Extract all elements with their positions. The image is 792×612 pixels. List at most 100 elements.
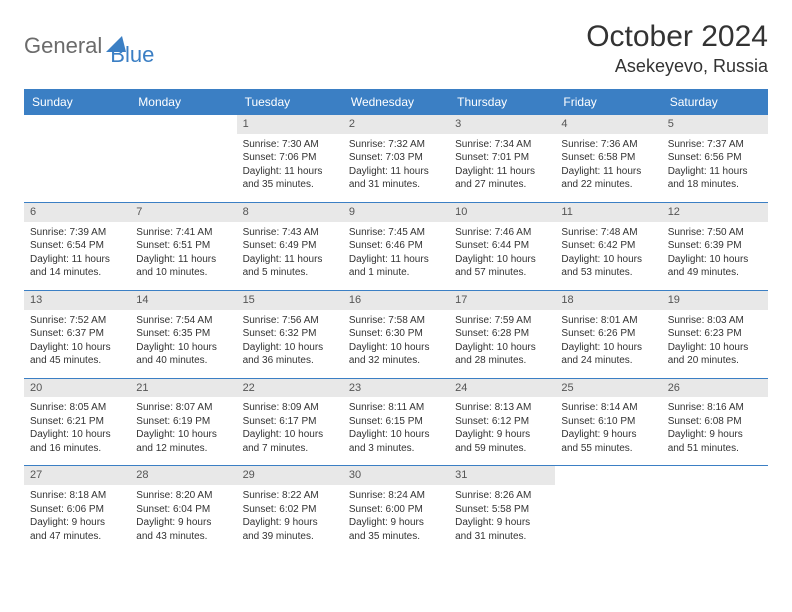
daylight-text: Daylight: 11 hours and 14 minutes. [30,253,124,280]
daylight-text: Daylight: 10 hours and 28 minutes. [455,341,549,368]
daylight-text: Daylight: 9 hours and 39 minutes. [243,516,337,543]
day-number: 27 [24,466,130,485]
calendar-cell: 15Sunrise: 7:56 AMSunset: 6:32 PMDayligh… [237,290,343,378]
sunset-text: Sunset: 6:28 PM [455,327,549,341]
sunrise-text: Sunrise: 8:07 AM [136,401,230,415]
daylight-text: Daylight: 11 hours and 1 minute. [349,253,443,280]
daylight-text: Daylight: 10 hours and 3 minutes. [349,428,443,455]
calendar-cell: 24Sunrise: 8:13 AMSunset: 6:12 PMDayligh… [449,378,555,466]
calendar-cell: 21Sunrise: 8:07 AMSunset: 6:19 PMDayligh… [130,378,236,466]
calendar-week: 27Sunrise: 8:18 AMSunset: 6:06 PMDayligh… [24,466,768,553]
calendar-cell: 18Sunrise: 8:01 AMSunset: 6:26 PMDayligh… [555,290,661,378]
sunrise-text: Sunrise: 7:45 AM [349,226,443,240]
calendar-cell: 23Sunrise: 8:11 AMSunset: 6:15 PMDayligh… [343,378,449,466]
sunrise-text: Sunrise: 8:09 AM [243,401,337,415]
calendar-cell: . [130,115,236,202]
sunset-text: Sunset: 6:08 PM [668,415,762,429]
calendar-cell: 26Sunrise: 8:16 AMSunset: 6:08 PMDayligh… [662,378,768,466]
logo-text-general: General [24,33,102,59]
sunset-text: Sunset: 6:42 PM [561,239,655,253]
calendar-cell: 8Sunrise: 7:43 AMSunset: 6:49 PMDaylight… [237,202,343,290]
day-number: 30 [343,466,449,485]
daylight-text: Daylight: 11 hours and 27 minutes. [455,165,549,192]
calendar-cell: 6Sunrise: 7:39 AMSunset: 6:54 PMDaylight… [24,202,130,290]
calendar-cell: 11 Sunrise: 7:48 AMSunset: 6:42 PMDayligh… [555,202,661,290]
daylight-text: Daylight: 10 hours and 40 minutes. [136,341,230,368]
calendar-cell: 19Sunrise: 8:03 AMSunset: 6:23 PMDayligh… [662,290,768,378]
day-number: 17 [449,291,555,310]
sunset-text: Sunset: 6:04 PM [136,503,230,517]
sunrise-text: Sunrise: 7:30 AM [243,138,337,152]
sunset-text: Sunset: 6:23 PM [668,327,762,341]
calendar-cell: . [555,466,661,553]
day-header: Thursday [449,89,555,115]
day-header: Wednesday [343,89,449,115]
sunset-text: Sunset: 6:30 PM [349,327,443,341]
day-number: 10 [449,203,555,222]
day-number: 21 [130,379,236,398]
calendar-cell: 27Sunrise: 8:18 AMSunset: 6:06 PMDayligh… [24,466,130,553]
calendar-week: 20Sunrise: 8:05 AMSunset: 6:21 PMDayligh… [24,378,768,466]
sunset-text: Sunset: 6:56 PM [668,151,762,165]
calendar-cell: 14Sunrise: 7:54 AMSunset: 6:35 PMDayligh… [130,290,236,378]
daylight-text: Daylight: 10 hours and 12 minutes. [136,428,230,455]
day-number: 5 [662,115,768,134]
daylight-text: Daylight: 9 hours and 31 minutes. [455,516,549,543]
sunrise-text: Sunrise: 7:39 AM [30,226,124,240]
sunrise-text: Sunrise: 7:56 AM [243,314,337,328]
calendar-cell: 4Sunrise: 7:36 AMSunset: 6:58 PMDaylight… [555,115,661,202]
sunset-text: Sunset: 6:39 PM [668,239,762,253]
day-number: 24 [449,379,555,398]
day-header: Friday [555,89,661,115]
sunrise-text: Sunrise: 7:54 AM [136,314,230,328]
daylight-text: Daylight: 10 hours and 24 minutes. [561,341,655,368]
sunset-text: Sunset: 6:51 PM [136,239,230,253]
day-number: 4 [555,115,661,134]
day-number: 26 [662,379,768,398]
day-header: Sunday [24,89,130,115]
calendar-cell: 16Sunrise: 7:58 AMSunset: 6:30 PMDayligh… [343,290,449,378]
day-number: 3 [449,115,555,134]
sunset-text: Sunset: 7:03 PM [349,151,443,165]
sunset-text: Sunset: 6:00 PM [349,503,443,517]
sunset-text: Sunset: 6:02 PM [243,503,337,517]
sunrise-text: Sunrise: 7:32 AM [349,138,443,152]
month-title: October 2024 [586,20,768,54]
day-number: 7 [130,203,236,222]
day-number: 1 [237,115,343,134]
daylight-text: Daylight: 9 hours and 55 minutes. [561,428,655,455]
day-number: 8 [237,203,343,222]
logo-text-blue: Blue [110,42,154,68]
daylight-text: Daylight: 11 hours and 18 minutes. [668,165,762,192]
sunrise-text: Sunrise: 7:48 AM [561,226,655,240]
day-number: 6 [24,203,130,222]
sunset-text: Sunset: 6:32 PM [243,327,337,341]
sunrise-text: Sunrise: 7:41 AM [136,226,230,240]
daylight-text: Daylight: 9 hours and 35 minutes. [349,516,443,543]
daylight-text: Daylight: 9 hours and 47 minutes. [30,516,124,543]
sunset-text: Sunset: 6:26 PM [561,327,655,341]
day-number: 13 [24,291,130,310]
sunrise-text: Sunrise: 8:14 AM [561,401,655,415]
sunrise-text: Sunrise: 8:20 AM [136,489,230,503]
day-number: 9 [343,203,449,222]
daylight-text: Daylight: 11 hours and 35 minutes. [243,165,337,192]
sunrise-text: Sunrise: 8:05 AM [30,401,124,415]
sunrise-text: Sunrise: 8:03 AM [668,314,762,328]
day-number: 14 [130,291,236,310]
daylight-text: Daylight: 10 hours and 53 minutes. [561,253,655,280]
daylight-text: Daylight: 10 hours and 49 minutes. [668,253,762,280]
sunset-text: Sunset: 6:15 PM [349,415,443,429]
day-number: 28 [130,466,236,485]
day-number: 11 [555,203,661,222]
day-header: Tuesday [237,89,343,115]
day-header-row: SundayMondayTuesdayWednesdayThursdayFrid… [24,89,768,115]
sunrise-text: Sunrise: 8:24 AM [349,489,443,503]
location-label: Asekeyevo, Russia [586,56,768,77]
sunrise-text: Sunrise: 7:59 AM [455,314,549,328]
day-number: 29 [237,466,343,485]
day-number: 20 [24,379,130,398]
calendar-cell: 17 Sunrise: 7:59 AMSunset: 6:28 PMDayligh… [449,290,555,378]
day-number: 31 [449,466,555,485]
sunset-text: Sunset: 6:44 PM [455,239,549,253]
